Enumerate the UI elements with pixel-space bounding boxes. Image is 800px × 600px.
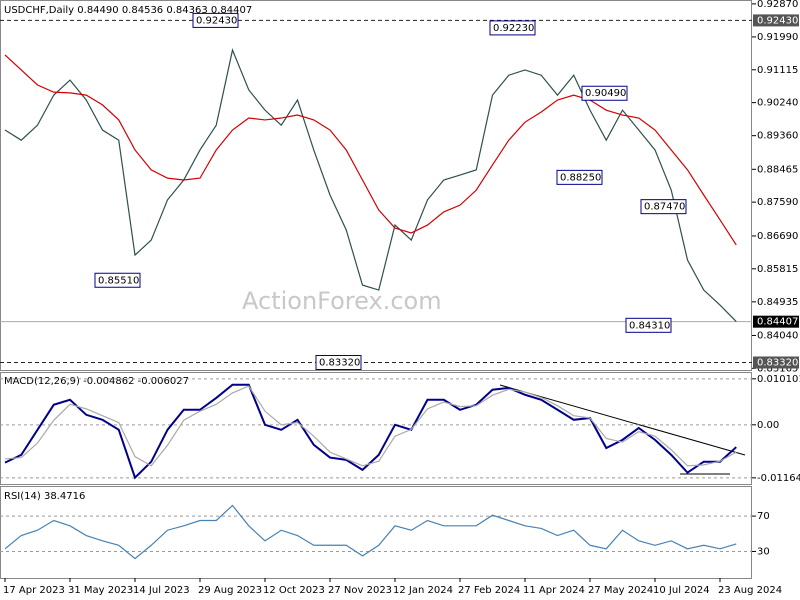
x-tick-label: 10 Jul 2024 — [653, 585, 710, 596]
annotation-label: 0.84310 — [629, 320, 670, 331]
series-line — [4, 504, 737, 560]
annotation-label: 0.92230 — [493, 23, 534, 34]
x-tick-label: 14 Jul 2023 — [133, 585, 190, 596]
annotation-box — [640, 199, 687, 215]
annotation-label: 0.92430 — [196, 15, 237, 26]
watermark: ActionForex.com — [242, 287, 442, 315]
y-tick-label: 70 — [757, 511, 770, 522]
annotation-box — [556, 169, 603, 185]
x-tick-label: 23 Aug 2024 — [718, 585, 782, 596]
x-tick-label: 31 May 2023 — [68, 585, 133, 596]
x-tick-label: 17 Apr 2023 — [3, 585, 65, 596]
y-tick-label: 0.83165 — [757, 363, 798, 374]
annotation-box — [581, 85, 628, 101]
annotation-label: 0.83320 — [319, 357, 360, 368]
annotation-box — [625, 317, 672, 333]
y-tick-label: 0.84040 — [757, 330, 798, 341]
y-tick-label: 30 — [757, 546, 770, 557]
annotation-box — [192, 12, 239, 28]
series-line — [4, 54, 737, 246]
x-tick-label: 27 Feb 2024 — [458, 585, 520, 596]
x-tick-label: 27 May 2024 — [588, 585, 653, 596]
rsi-title: RSI(14) 38.4716 — [4, 491, 85, 502]
y-tick-label: 0.91115 — [757, 65, 798, 76]
y-tick-label: 0.84935 — [757, 297, 798, 308]
annotation-box — [489, 20, 536, 36]
y-tick-label: 0.89360 — [757, 131, 798, 142]
y-tick-label: 0.90240 — [757, 98, 798, 109]
y-tick-label: 0.010101 — [757, 374, 800, 385]
price-pane — [0, 0, 752, 371]
level-label-bg — [753, 14, 799, 27]
annotation-label: 0.88250 — [560, 172, 601, 183]
y-tick-label: 0.88465 — [757, 164, 798, 175]
x-tick-label: 12 Oct 2023 — [263, 585, 325, 596]
annotation-box — [315, 354, 362, 370]
current-price-label: 0.84407 — [757, 317, 798, 328]
x-tick-label: 27 Nov 2023 — [328, 585, 392, 596]
macd-trendline — [499, 384, 746, 456]
series-line — [4, 48, 737, 322]
y-tick-label: 0.92870 — [757, 0, 798, 10]
level-label: 0.83320 — [757, 357, 798, 368]
chart-title: USDCHF,Daily 0.84490 0.84536 0.84363 0.8… — [4, 5, 252, 16]
annotation-label: 0.90490 — [585, 88, 626, 99]
macd-pane — [0, 372, 752, 485]
macd-title: MACD(12,26,9) -0.004862 -0.006027 — [4, 376, 189, 387]
y-tick-label: 0.85815 — [757, 264, 798, 275]
annotation-box — [94, 272, 141, 288]
annotation-label: 0.85510 — [98, 275, 139, 286]
series-line — [4, 385, 737, 467]
series-line — [4, 383, 737, 480]
y-tick-label: 0.87590 — [757, 197, 798, 208]
y-tick-label: 0.00 — [757, 420, 779, 431]
level-label-bg — [753, 356, 799, 369]
annotation-label: 0.87470 — [644, 202, 685, 213]
current-price-bg — [753, 315, 799, 328]
y-tick-label: -0.011645 — [757, 473, 800, 484]
level-label: 0.92430 — [757, 15, 798, 26]
y-tick-label: 0.91990 — [757, 32, 798, 43]
x-tick-label: 12 Jan 2024 — [393, 585, 453, 596]
rsi-pane — [0, 486, 752, 579]
x-tick-label: 11 Apr 2024 — [523, 585, 585, 596]
x-tick-label: 29 Aug 2023 — [198, 585, 262, 596]
y-tick-label: 0.86690 — [757, 231, 798, 242]
